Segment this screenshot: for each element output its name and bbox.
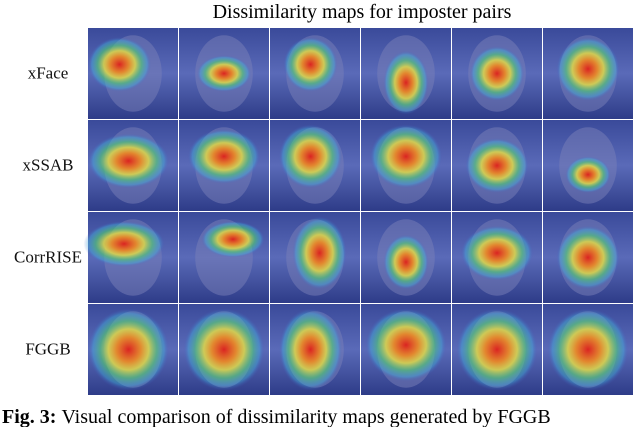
caption-text: Visual comparison of dissimilarity maps …: [61, 406, 550, 427]
heat-blob: [88, 308, 169, 391]
heatmap-image: [270, 212, 360, 303]
heat-blob: [556, 225, 620, 290]
heat-blob: [279, 124, 342, 189]
heat-blob: [370, 124, 442, 189]
heatmap-image: [88, 28, 178, 119]
heatmap-image: [543, 304, 633, 395]
heatmap-image: [179, 212, 269, 303]
heatmap-image: [452, 212, 542, 303]
heat-blob: [197, 55, 251, 92]
heat-blob: [383, 50, 429, 115]
heat-blob: [365, 308, 447, 382]
heat-blob: [188, 129, 260, 184]
heat-blob: [456, 308, 538, 391]
heatmap-image: [88, 304, 178, 395]
heat-blob: [461, 225, 533, 281]
heatmap-image: [543, 120, 633, 211]
heat-blob: [283, 37, 338, 92]
row-label: xSSAB: [22, 156, 73, 175]
row-label: CorrRISE: [14, 248, 82, 267]
heatmap-image: [361, 120, 451, 211]
heat-blob: [88, 37, 151, 92]
heatmap-image: [83, 212, 178, 303]
figure-title: Dissimilarity maps for imposter pairs: [213, 1, 512, 23]
heat-blob: [201, 221, 265, 258]
heat-blob: [565, 156, 611, 193]
heatmap-image: [452, 304, 542, 395]
heat-blob: [547, 308, 629, 391]
heat-blob: [556, 37, 620, 101]
heatmap-image: [88, 120, 178, 211]
heatmap-image: [543, 212, 633, 303]
heatmap-image: [179, 304, 269, 395]
heat-blob: [83, 221, 165, 267]
heat-blob: [470, 46, 524, 101]
heat-blob: [88, 133, 169, 189]
caption-label: Fig. 3:: [2, 406, 56, 427]
heatmap-image: [452, 28, 542, 119]
caption: Fig. 3: Visual comparison of dissimilarit…: [2, 406, 551, 427]
heatmap-image: [179, 120, 269, 211]
heat-blob: [465, 138, 529, 193]
heatmap-image: [452, 120, 542, 211]
row-label: FGGB: [25, 340, 70, 359]
heatmap-image: [270, 304, 360, 395]
row-label: xFace: [28, 64, 69, 83]
image-grid: [83, 28, 633, 395]
heatmap-image: [361, 28, 451, 119]
heatmap-image: [270, 120, 360, 211]
heatmap-image: [270, 28, 360, 119]
heatmap-image: [179, 28, 269, 119]
heat-blob: [292, 216, 347, 290]
heatmap-image: [543, 28, 633, 119]
heat-blob: [183, 308, 265, 391]
heatmap-image: [361, 212, 451, 303]
heat-blob: [279, 308, 342, 391]
heat-blob: [383, 234, 429, 290]
heatmap-image: [361, 304, 451, 395]
